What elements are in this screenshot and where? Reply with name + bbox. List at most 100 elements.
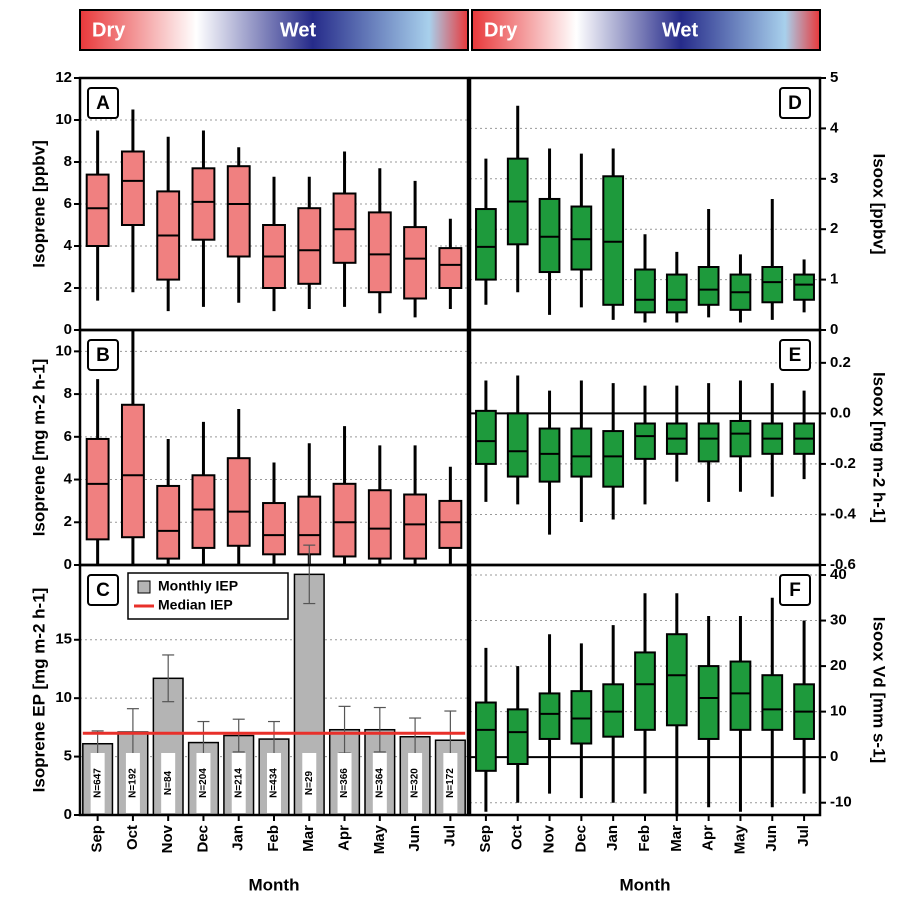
panel-frame	[78, 563, 470, 817]
x-tick-label: Sep	[89, 825, 106, 853]
x-tick-label: Nov	[541, 824, 558, 853]
legend-box	[127, 572, 289, 620]
box	[120, 150, 145, 226]
panel-frame	[468, 563, 822, 817]
x-tick-label: May	[731, 824, 748, 854]
y-tick-label: 30	[830, 612, 847, 629]
x-tick-label: Oct	[124, 825, 141, 850]
y-tick-label: 8	[64, 153, 72, 170]
n-label: N=364	[374, 768, 385, 798]
box	[332, 482, 357, 558]
box	[438, 247, 463, 290]
y-tick-label: 3	[830, 170, 838, 187]
x-tick-label: Oct	[509, 825, 526, 850]
x-tick-label: Jul	[441, 825, 458, 847]
x-tick-label: Apr	[700, 825, 717, 851]
box	[475, 409, 497, 465]
y-tick-label: 6	[64, 428, 72, 445]
panel-label: C	[96, 580, 110, 601]
y-tick-label: 10	[830, 703, 847, 720]
box	[697, 422, 720, 463]
box	[697, 266, 720, 306]
box	[226, 457, 251, 547]
panel-label-box	[87, 339, 119, 371]
x-tick-label: Jun	[763, 825, 780, 852]
n-label-bg	[196, 753, 211, 813]
x-tick-label: Jun	[406, 825, 423, 852]
box	[297, 207, 322, 285]
x-axis-label: Month	[249, 875, 300, 894]
x-tick-label: Mar	[668, 825, 685, 852]
box	[85, 437, 110, 541]
x-axis-label: Month	[620, 875, 671, 894]
box	[793, 273, 815, 301]
panel-label-box	[779, 87, 811, 119]
n-label: N=320	[410, 768, 421, 798]
x-tick-label: Feb	[265, 825, 282, 852]
y-tick-label: 1	[830, 271, 838, 288]
box	[120, 403, 145, 539]
legend-swatch	[137, 580, 151, 594]
n-label: N=29	[304, 770, 315, 795]
box	[665, 273, 688, 314]
n-label-bg	[372, 753, 387, 813]
x-tick-label: Apr	[336, 825, 353, 851]
y-tick-label: 2	[830, 220, 838, 237]
box	[538, 692, 561, 740]
box	[367, 489, 392, 560]
n-label: N=647	[92, 768, 103, 798]
legend-label: Median IEP	[158, 597, 233, 613]
y-tick-label: 2	[64, 513, 72, 530]
panel-label-box	[779, 574, 811, 606]
box	[665, 633, 688, 727]
n-label-bg	[90, 753, 105, 813]
panel-label: B	[96, 345, 110, 366]
x-tick-label: Mar	[300, 825, 317, 852]
y-tick-label: 0.2	[830, 354, 851, 371]
box	[697, 665, 720, 740]
n-label-bg	[267, 753, 281, 813]
y-tick-label: 10	[55, 342, 72, 359]
x-tick-label: Jan	[230, 825, 247, 851]
legend-label: Monthly IEP	[158, 578, 238, 594]
y-tick-label: 5	[64, 748, 72, 765]
n-label-bg	[443, 753, 458, 813]
y-tick-label: 10	[55, 689, 72, 706]
box	[570, 427, 593, 478]
x-tick-label: Dec	[194, 825, 211, 853]
panel-label: E	[789, 345, 802, 366]
y-tick-label: 0	[64, 321, 72, 338]
n-label-bg	[302, 753, 317, 813]
panel-label: F	[789, 580, 801, 601]
box	[602, 683, 625, 738]
box	[191, 474, 216, 549]
x-tick-label: Feb	[636, 825, 653, 852]
y-axis-label: Isoprene [mg m-2 h-1]	[29, 359, 48, 537]
n-label-bg	[125, 753, 140, 813]
box	[729, 660, 752, 731]
season-dry: Dry	[484, 19, 518, 41]
x-tick-label: Dec	[572, 825, 589, 853]
box	[761, 266, 784, 304]
box	[538, 427, 561, 483]
panel-label-box	[87, 87, 119, 119]
box	[262, 502, 286, 556]
y-tick-label: -0.6	[830, 556, 856, 573]
panel-label: D	[788, 93, 802, 114]
x-tick-label: May	[371, 824, 388, 854]
y-tick-label: 20	[830, 657, 847, 674]
n-label-bg	[161, 753, 176, 813]
n-label: N=172	[445, 768, 456, 798]
x-tick-label: Nov	[159, 824, 176, 853]
n-label-bg	[337, 753, 352, 813]
box	[226, 165, 251, 258]
box	[729, 419, 752, 458]
y-axis-label: Isoox [ppbv]	[870, 153, 889, 254]
box	[332, 192, 357, 264]
box	[634, 268, 656, 314]
box	[403, 493, 428, 560]
box	[602, 175, 625, 306]
x-tick-label: Jul	[795, 825, 812, 847]
box	[475, 701, 497, 772]
